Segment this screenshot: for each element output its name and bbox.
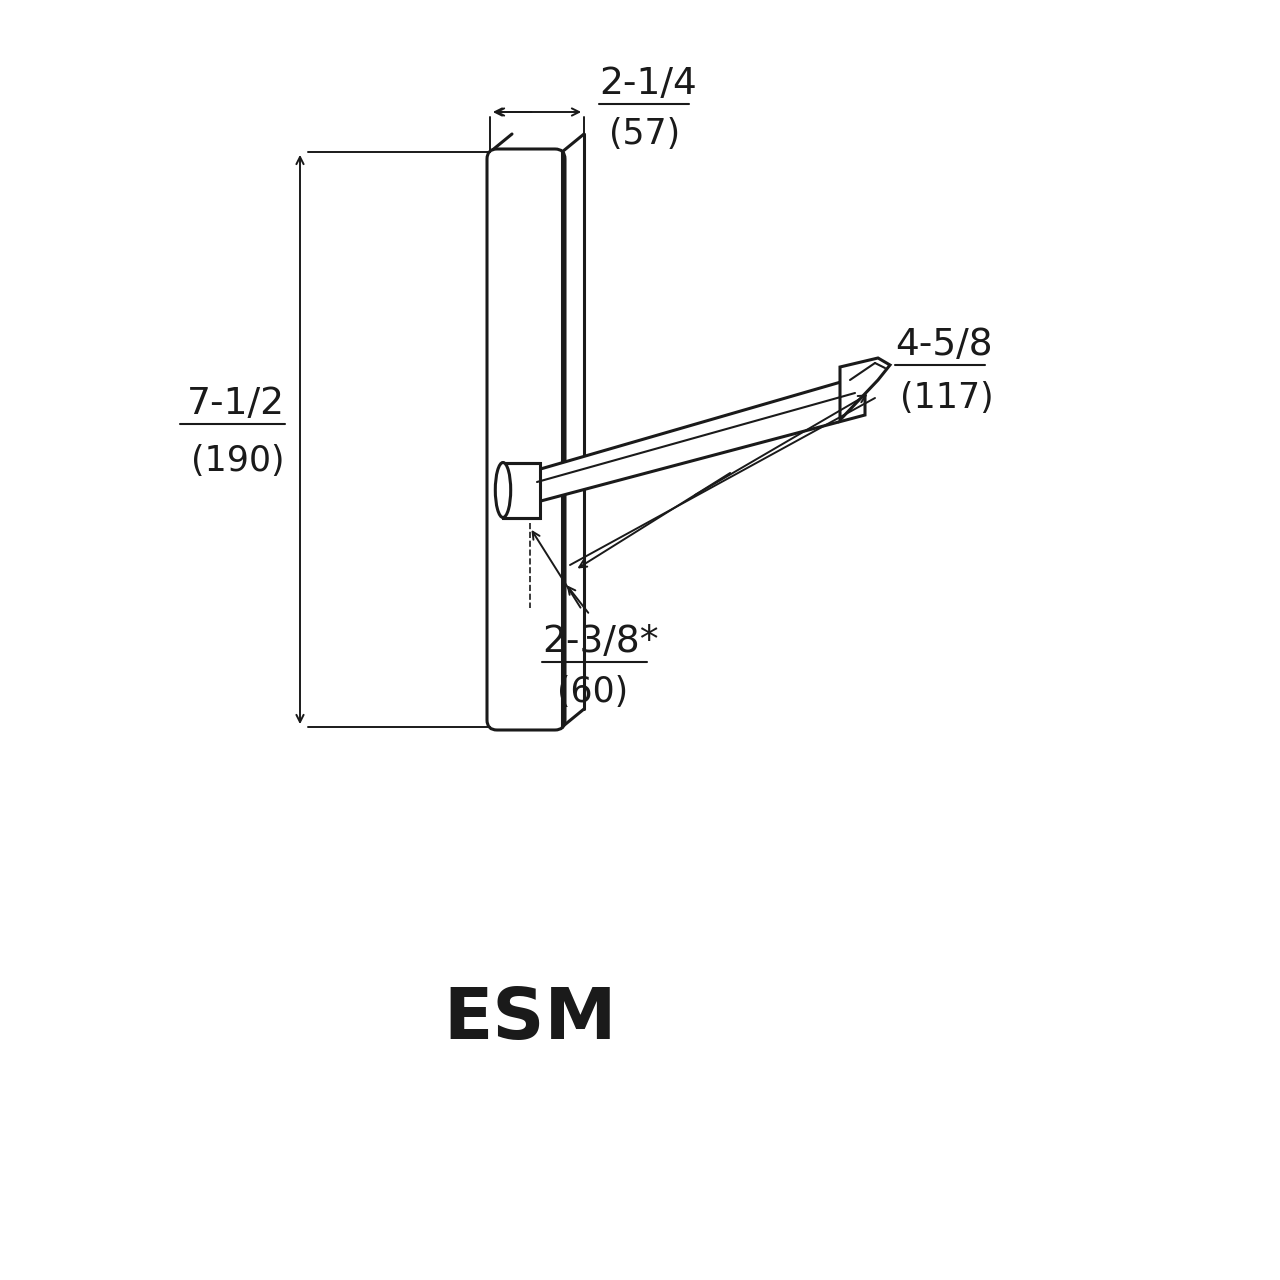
Polygon shape: [503, 462, 540, 517]
Text: 2-3/8*: 2-3/8*: [541, 623, 659, 660]
Text: (190): (190): [192, 444, 285, 479]
Ellipse shape: [495, 462, 511, 517]
Text: (60): (60): [557, 675, 628, 709]
FancyBboxPatch shape: [486, 148, 564, 730]
Text: ESM: ESM: [443, 986, 617, 1055]
Text: 4-5/8: 4-5/8: [895, 326, 992, 364]
Text: (57): (57): [609, 116, 680, 151]
Polygon shape: [840, 358, 890, 420]
Text: 7-1/2: 7-1/2: [187, 385, 285, 421]
Polygon shape: [538, 375, 865, 502]
Text: 2-1/4: 2-1/4: [599, 67, 696, 102]
Text: (117): (117): [900, 381, 993, 415]
